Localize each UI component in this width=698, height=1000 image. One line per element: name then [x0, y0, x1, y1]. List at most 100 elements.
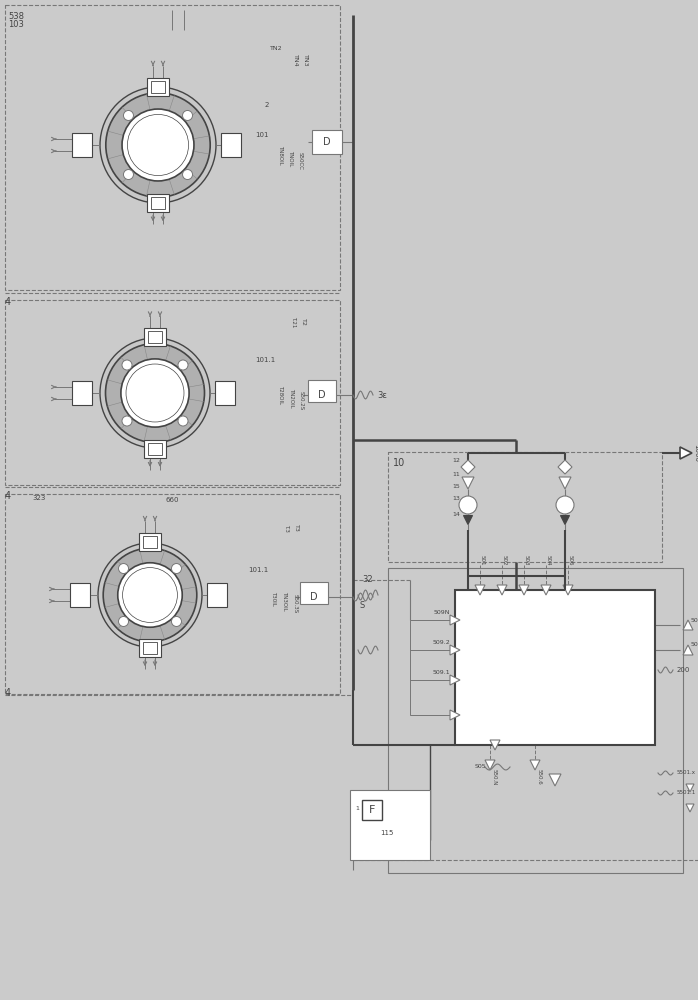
Text: 5501.1: 5501.1: [677, 790, 696, 796]
Text: 1: 1: [355, 806, 359, 810]
Polygon shape: [680, 447, 692, 459]
Circle shape: [124, 110, 133, 120]
Text: 507: 507: [691, 617, 698, 622]
Text: 503: 503: [524, 555, 529, 565]
Bar: [72, 133, 92, 157]
Text: S50CC: S50CC: [298, 152, 303, 170]
Text: 115: 115: [380, 830, 394, 836]
Text: 509.2: 509.2: [432, 641, 450, 646]
Text: D: D: [323, 137, 331, 147]
Circle shape: [100, 338, 210, 448]
Circle shape: [98, 543, 202, 647]
Text: T3: T3: [294, 524, 299, 532]
Circle shape: [126, 364, 184, 422]
Polygon shape: [563, 585, 573, 595]
Text: 5501.x: 5501.x: [677, 770, 696, 776]
Polygon shape: [686, 804, 694, 812]
Text: 4: 4: [5, 297, 11, 307]
Text: 323: 323: [32, 495, 45, 501]
Circle shape: [122, 109, 194, 181]
Bar: [144, 440, 166, 458]
Text: 200: 200: [677, 667, 690, 673]
Text: 501: 501: [480, 555, 485, 565]
Text: TN2: TN2: [270, 45, 283, 50]
Circle shape: [122, 360, 132, 370]
Circle shape: [106, 93, 210, 197]
Bar: [308, 380, 336, 402]
Bar: [147, 194, 169, 212]
Text: 3ε: 3ε: [377, 390, 387, 399]
Polygon shape: [461, 460, 475, 474]
Circle shape: [124, 170, 133, 180]
Polygon shape: [549, 774, 561, 786]
Text: 509N: 509N: [433, 610, 450, 615]
Polygon shape: [686, 784, 694, 792]
Bar: [70, 583, 90, 607]
Text: 15: 15: [452, 485, 460, 489]
Bar: [143, 536, 157, 548]
Text: TN2OIL: TN2OIL: [289, 388, 294, 408]
Text: T.3: T.3: [284, 524, 289, 532]
Polygon shape: [541, 585, 551, 595]
Polygon shape: [450, 645, 460, 655]
Text: D: D: [310, 592, 318, 602]
Bar: [300, 582, 328, 604]
Text: TN4: TN4: [293, 54, 298, 66]
Bar: [148, 443, 162, 455]
Text: 11: 11: [452, 473, 460, 478]
Text: TNOIL: TNOIL: [288, 150, 293, 166]
Text: D: D: [318, 390, 326, 400]
Polygon shape: [485, 760, 495, 770]
Text: 2: 2: [265, 102, 269, 108]
Text: TN8OIL: TN8OIL: [278, 145, 283, 165]
Bar: [5, 5, 340, 290]
Circle shape: [123, 568, 177, 622]
Bar: [144, 328, 166, 346]
Text: TN3OIL: TN3OIL: [282, 591, 287, 611]
Polygon shape: [463, 516, 473, 524]
Polygon shape: [450, 615, 460, 625]
Circle shape: [119, 564, 128, 574]
Text: 660: 660: [165, 497, 179, 503]
Text: 1000: 1000: [693, 444, 698, 462]
Polygon shape: [560, 516, 570, 524]
Circle shape: [119, 616, 128, 626]
Bar: [455, 590, 655, 745]
Text: F: F: [369, 805, 376, 815]
Polygon shape: [497, 585, 507, 595]
Polygon shape: [450, 675, 460, 685]
Text: TN3: TN3: [303, 54, 308, 66]
Polygon shape: [462, 477, 474, 489]
Circle shape: [172, 564, 181, 574]
Circle shape: [118, 563, 182, 627]
Bar: [221, 133, 241, 157]
Text: 32: 32: [362, 576, 373, 584]
Text: 14: 14: [452, 512, 460, 518]
Text: 101.1: 101.1: [248, 567, 268, 573]
Text: 13: 13: [452, 495, 460, 500]
Text: 103: 103: [8, 20, 24, 29]
Bar: [312, 130, 342, 154]
Polygon shape: [559, 477, 571, 489]
Text: T.21: T.21: [291, 316, 296, 328]
Text: 101.1: 101.1: [255, 357, 275, 363]
Circle shape: [172, 616, 181, 626]
Text: S05: S05: [475, 764, 487, 770]
Circle shape: [128, 114, 188, 176]
Circle shape: [556, 496, 574, 514]
Bar: [215, 381, 235, 405]
Polygon shape: [683, 620, 693, 630]
Bar: [139, 639, 161, 657]
Circle shape: [459, 496, 477, 514]
Circle shape: [105, 344, 205, 442]
Polygon shape: [558, 460, 572, 474]
Bar: [72, 381, 92, 405]
Polygon shape: [475, 585, 485, 595]
Text: T30IL: T30IL: [271, 591, 276, 605]
Text: T2: T2: [301, 318, 306, 326]
Text: 502: 502: [502, 555, 507, 565]
Text: 12: 12: [452, 458, 460, 462]
Circle shape: [183, 110, 193, 120]
Polygon shape: [530, 760, 540, 770]
Bar: [148, 331, 162, 343]
